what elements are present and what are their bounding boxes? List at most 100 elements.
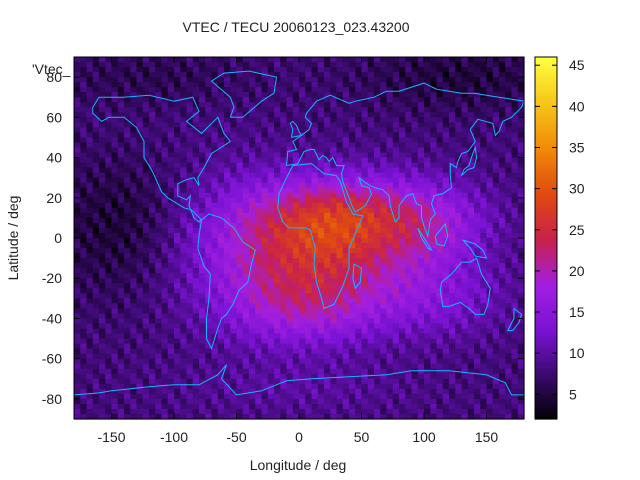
heatmap-cell: [336, 157, 344, 164]
heatmap-cell: [174, 308, 181, 315]
heatmap-cell: [317, 172, 325, 179]
heatmap-cell: [467, 263, 475, 269]
heatmap-cell: [511, 152, 519, 159]
heatmap-cell: [367, 217, 375, 224]
heatmap-cell: [155, 122, 163, 128]
heatmap-cell: [199, 182, 206, 189]
heatmap-cell: [411, 192, 419, 199]
heatmap-cell: [92, 373, 100, 380]
heatmap-cell: [486, 152, 494, 159]
heatmap-cell: [111, 77, 119, 83]
heatmap-cell: [130, 238, 138, 244]
heatmap-cell: [224, 197, 231, 204]
heatmap-cell: [442, 232, 450, 239]
heatmap-cell: [155, 207, 163, 214]
heatmap-cell: [86, 268, 94, 274]
heatmap-cell: [117, 112, 125, 118]
heatmap-cell: [92, 368, 100, 375]
heatmap-cell: [386, 258, 394, 264]
heatmap-cell: [224, 112, 231, 118]
heatmap-cell: [449, 157, 456, 164]
heatmap-cell: [111, 207, 119, 214]
heatmap-cell: [180, 62, 188, 68]
heatmap-cell: [505, 187, 513, 194]
heatmap-cell: [199, 137, 206, 144]
heatmap-cell: [99, 348, 106, 355]
heatmap-cell: [149, 172, 156, 179]
heatmap-cell: [242, 363, 250, 370]
heatmap-cell: [217, 92, 225, 98]
heatmap-cell: [336, 353, 344, 360]
heatmap-cell: [492, 278, 500, 284]
heatmap-cell: [142, 278, 150, 284]
heatmap-cell: [249, 333, 256, 340]
heatmap-cell: [267, 112, 275, 118]
heatmap-cell: [217, 353, 225, 360]
heatmap-cell: [355, 278, 363, 284]
heatmap-cell: [99, 238, 106, 244]
heatmap-cell: [436, 182, 444, 189]
heatmap-cell: [224, 318, 231, 325]
heatmap-cell: [217, 358, 225, 365]
heatmap-cell: [349, 227, 356, 234]
heatmap-cell: [224, 273, 231, 279]
heatmap-cell: [342, 238, 350, 244]
heatmap-cell: [217, 318, 225, 325]
heatmap-cell: [74, 142, 81, 149]
heatmap-cell: [349, 293, 356, 299]
heatmap-cell: [461, 87, 469, 93]
heatmap-cell: [324, 288, 331, 294]
heatmap-cell: [161, 363, 169, 370]
heatmap-cell: [74, 167, 81, 174]
heatmap-cell: [180, 278, 188, 284]
heatmap-cell: [392, 303, 400, 309]
heatmap-cell: [380, 57, 388, 63]
heatmap-cell: [330, 82, 338, 88]
heatmap-cell: [161, 238, 169, 244]
heatmap-cell: [217, 147, 225, 154]
heatmap-cell: [442, 268, 450, 274]
heatmap-cell: [161, 197, 169, 204]
heatmap-cell: [442, 212, 450, 219]
heatmap-cell: [480, 77, 488, 83]
heatmap-cell: [499, 373, 506, 380]
heatmap-cell: [92, 62, 100, 68]
heatmap-cell: [255, 368, 263, 375]
heatmap-cell: [267, 313, 275, 320]
heatmap-cell: [186, 152, 194, 159]
heatmap-cell: [492, 142, 500, 149]
heatmap-cell: [349, 77, 356, 83]
heatmap-cell: [211, 177, 219, 184]
heatmap-cell: [449, 127, 456, 134]
heatmap-cell: [511, 393, 519, 400]
heatmap-cell: [480, 378, 488, 385]
heatmap-cell: [380, 268, 388, 274]
heatmap-cell: [136, 97, 144, 103]
heatmap-cell: [492, 147, 500, 154]
heatmap-cell: [436, 207, 444, 214]
heatmap-cell: [86, 132, 94, 139]
heatmap-cell: [111, 182, 119, 189]
heatmap-cell: [399, 283, 406, 289]
heatmap-cell: [417, 278, 425, 284]
heatmap-cell: [430, 102, 438, 108]
heatmap-cell: [224, 368, 231, 375]
heatmap-cell: [411, 222, 419, 229]
heatmap-cell: [455, 117, 463, 123]
heatmap-cell: [392, 283, 400, 289]
heatmap-cell: [142, 117, 150, 123]
heatmap-cell: [424, 122, 431, 128]
heatmap-cell: [486, 162, 494, 169]
heatmap-cell: [86, 318, 94, 325]
heatmap-cell: [167, 373, 175, 380]
heatmap-cell: [80, 157, 88, 164]
heatmap-cell: [355, 207, 363, 214]
heatmap-cell: [224, 403, 231, 410]
heatmap-cell: [199, 338, 206, 345]
heatmap-cell: [261, 212, 269, 219]
heatmap-cell: [136, 288, 144, 294]
heatmap-cell: [192, 122, 200, 128]
heatmap-cell: [317, 202, 325, 209]
heatmap-cell: [286, 232, 294, 239]
heatmap-cell: [499, 283, 506, 289]
